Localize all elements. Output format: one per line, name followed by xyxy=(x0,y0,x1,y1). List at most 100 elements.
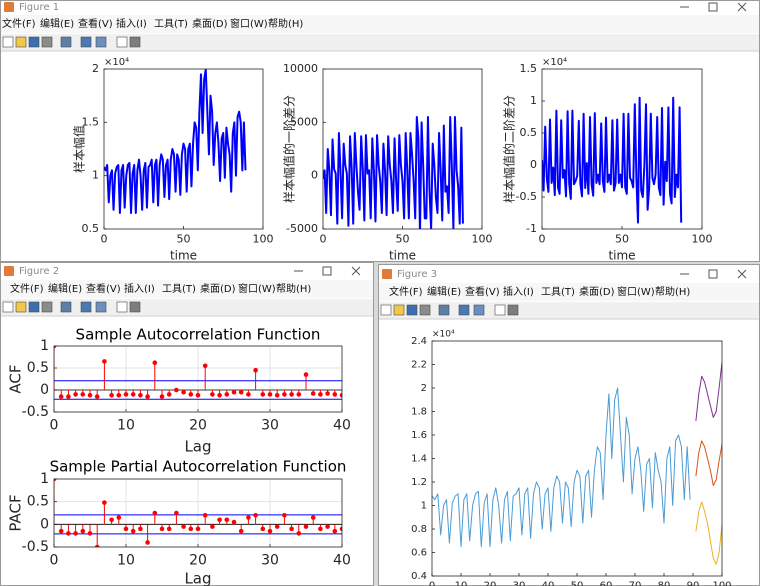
stem-marker xyxy=(66,531,71,536)
y-tick-label: 1.8 xyxy=(411,407,427,418)
menu-item: 窗口(W) xyxy=(230,17,268,30)
x-tick-label: 40 xyxy=(333,552,351,568)
x-tick-label: 30 xyxy=(513,581,526,586)
y-tick-label: 1.6 xyxy=(411,430,427,441)
stem-marker xyxy=(109,392,114,398)
axes-box xyxy=(541,68,703,230)
stem-marker xyxy=(231,389,237,395)
x-tick-label: 50 xyxy=(571,581,584,586)
menu-item: 帮助(H) xyxy=(276,282,311,295)
x-tick-label: 100 xyxy=(712,581,731,586)
series-line xyxy=(542,96,683,224)
stem-marker xyxy=(332,528,338,534)
y-tick-label: 1 xyxy=(530,94,537,107)
exponent-label: ×10⁴ xyxy=(542,57,567,68)
x-tick-label: 40 xyxy=(542,581,555,586)
stem-marker xyxy=(66,394,71,399)
axes-box xyxy=(322,68,483,230)
toolbar-icon xyxy=(380,304,392,316)
x-tick-label: 50 xyxy=(177,232,191,245)
y-tick-label: 2 xyxy=(92,62,99,75)
x-tick-label: 50 xyxy=(396,232,410,245)
x-tick-label: 10 xyxy=(455,581,468,586)
stem-marker xyxy=(210,392,215,397)
stem-marker xyxy=(94,544,100,547)
stem-marker xyxy=(174,510,179,516)
stem-marker xyxy=(282,512,287,518)
stem-marker xyxy=(332,392,338,397)
y-tick-label: 1 xyxy=(40,338,49,354)
y-tick-label: 0.5 xyxy=(27,494,49,510)
y-axis-label: 样本幅值 xyxy=(72,125,87,173)
y-tick-label: 0.5 xyxy=(27,360,49,376)
stem-marker xyxy=(202,363,208,369)
toolbar-icon xyxy=(95,301,107,313)
menu-item: 文件(F) xyxy=(2,17,36,30)
stem-marker xyxy=(260,392,266,397)
x-tick-label: 0 xyxy=(50,417,59,433)
stem-marker xyxy=(253,367,258,373)
x-axis-label: Lag xyxy=(184,438,211,456)
stem-marker xyxy=(87,531,93,536)
x-tick-label: 30 xyxy=(261,417,279,433)
window-title: Figure 2 xyxy=(19,266,59,277)
stem-marker xyxy=(231,519,237,525)
stem-marker xyxy=(296,392,302,397)
y-tick-label: -1 xyxy=(526,222,537,235)
plot-area xyxy=(323,116,464,229)
series-line xyxy=(323,116,464,229)
window-icon xyxy=(4,266,14,276)
stem-marker xyxy=(80,528,86,534)
stem-marker xyxy=(73,531,78,536)
toolbar-icon xyxy=(15,36,27,48)
x-axis-label: time xyxy=(170,249,197,263)
y-tick-label: 2.2 xyxy=(411,360,427,371)
x-axis-label: Lag xyxy=(184,570,211,586)
toolbar-icon xyxy=(393,304,405,316)
stem-marker xyxy=(152,510,158,516)
y-tick-label: 1 xyxy=(92,169,99,182)
stem-marker xyxy=(253,512,258,518)
stem-marker xyxy=(73,392,78,397)
toolbar-icon xyxy=(458,304,470,316)
x-tick-label: 0 xyxy=(101,232,108,245)
x-tick-label: 10 xyxy=(117,417,135,433)
y-axis-label: ACF xyxy=(7,364,25,393)
stem-marker xyxy=(274,524,280,529)
menu-item: 查看(V) xyxy=(78,17,113,30)
stem-marker xyxy=(303,524,309,529)
x-tick-label: 50 xyxy=(615,232,629,245)
x-tick-label: 90 xyxy=(687,581,700,586)
y-tick-label: 0 xyxy=(311,169,318,182)
stem-marker xyxy=(224,392,230,397)
stem-marker xyxy=(282,392,287,397)
menu-item: 帮助(H) xyxy=(268,17,303,30)
stem-marker xyxy=(102,500,107,505)
menu-item: 文件(F) xyxy=(389,285,423,298)
tool-bar xyxy=(1,299,373,316)
menu-bar xyxy=(1,15,759,33)
y-tick-label: 0 xyxy=(40,516,49,532)
stem-marker xyxy=(166,392,172,397)
stem-marker xyxy=(339,392,342,398)
close-button xyxy=(737,2,747,12)
exponent-label: ×10⁴ xyxy=(432,330,455,340)
menu-bar xyxy=(379,283,759,301)
stem-marker xyxy=(109,517,114,523)
plot-area xyxy=(542,96,683,224)
stem-marker xyxy=(267,392,273,397)
x-tick-label: 20 xyxy=(484,581,497,586)
y-tick-label: 0.5 xyxy=(520,126,538,139)
close-button xyxy=(737,269,747,279)
menu-item: 插入(I) xyxy=(124,282,155,295)
x-tick-label: 100 xyxy=(692,232,713,245)
stem-marker xyxy=(159,394,165,399)
y-axis-label: 样本幅值的二阶差分 xyxy=(502,95,517,203)
axes-title: Sample Autocorrelation Function xyxy=(76,326,321,344)
toolbar-icon xyxy=(116,301,128,313)
stem-marker xyxy=(318,392,323,397)
axes-background xyxy=(432,341,722,576)
toolbar-icon xyxy=(438,304,450,316)
x-tick-label: 0 xyxy=(320,232,327,245)
stem-marker xyxy=(210,524,215,529)
